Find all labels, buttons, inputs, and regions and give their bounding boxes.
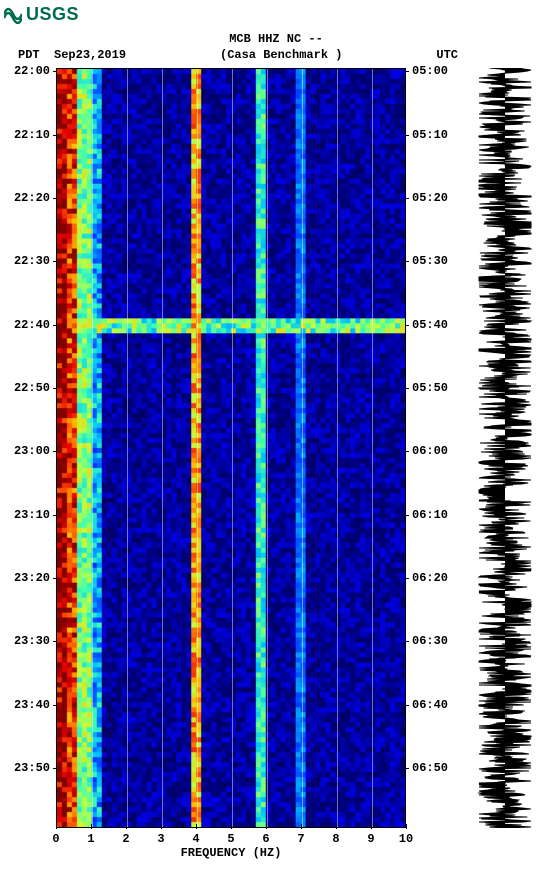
y-right-tick: 05:40 xyxy=(412,318,448,332)
gridline xyxy=(127,69,128,827)
y-right-tick: 06:00 xyxy=(412,444,448,458)
gridline xyxy=(162,69,163,827)
y-left-tick: 23:10 xyxy=(14,508,50,522)
y-right-tick: 05:50 xyxy=(412,381,448,395)
y-left-tick: 23:40 xyxy=(14,698,50,712)
y-left-tick: 22:10 xyxy=(14,128,50,142)
x-axis-label: FREQUENCY (HZ) xyxy=(56,846,406,860)
y-axis-left: 22:0022:1022:2022:3022:4022:5023:0023:10… xyxy=(4,68,52,828)
gridline xyxy=(267,69,268,827)
gridline xyxy=(337,69,338,827)
y-right-tick: 06:30 xyxy=(412,634,448,648)
gridline xyxy=(232,69,233,827)
y-right-tick: 06:50 xyxy=(412,761,448,775)
usgs-logo-text: USGS xyxy=(26,4,79,25)
gridline xyxy=(92,69,93,827)
y-right-tick: 05:20 xyxy=(412,191,448,205)
y-left-tick: 23:00 xyxy=(14,444,50,458)
x-tick: 1 xyxy=(87,832,94,846)
usgs-logo: USGS xyxy=(4,4,548,25)
right-tz: UTC xyxy=(436,48,458,62)
y-right-tick: 06:20 xyxy=(412,571,448,585)
y-left-tick: 23:20 xyxy=(14,571,50,585)
left-tz-date: PDT Sep23,2019 xyxy=(18,48,126,62)
y-right-tick: 06:40 xyxy=(412,698,448,712)
y-right-tick: 05:10 xyxy=(412,128,448,142)
waveform-panel xyxy=(474,68,536,828)
station-line: MCB HHZ NC -- xyxy=(4,33,548,46)
y-left-tick: 22:00 xyxy=(14,64,50,78)
y-right-tick: 06:10 xyxy=(412,508,448,522)
x-tick: 4 xyxy=(192,832,199,846)
y-right-tick: 05:00 xyxy=(412,64,448,78)
gridline xyxy=(372,69,373,827)
y-left-tick: 22:30 xyxy=(14,254,50,268)
plot-area: 22:0022:1022:2022:3022:4022:5023:0023:10… xyxy=(4,68,548,868)
usgs-wave-icon xyxy=(4,6,22,24)
y-left-tick: 23:30 xyxy=(14,634,50,648)
x-tick: 3 xyxy=(157,832,164,846)
y-left-tick: 22:50 xyxy=(14,381,50,395)
title-block: MCB HHZ NC -- xyxy=(4,33,548,46)
header-row: PDT Sep23,2019 (Casa Benchmark ) UTC xyxy=(4,48,548,62)
spectrogram-panel xyxy=(56,68,406,828)
y-right-tick: 05:30 xyxy=(412,254,448,268)
x-tick: 6 xyxy=(262,832,269,846)
x-tick: 0 xyxy=(52,832,59,846)
x-tick: 9 xyxy=(367,832,374,846)
x-axis: FREQUENCY (HZ) 012345678910 xyxy=(56,828,406,864)
gridline xyxy=(302,69,303,827)
x-tick: 5 xyxy=(227,832,234,846)
site-line: (Casa Benchmark ) xyxy=(220,48,342,62)
y-axis-right: 05:0005:1005:2005:3005:4005:5006:0006:10… xyxy=(410,68,458,828)
x-tick: 7 xyxy=(297,832,304,846)
y-left-tick: 22:20 xyxy=(14,191,50,205)
gridline xyxy=(197,69,198,827)
x-tick: 8 xyxy=(332,832,339,846)
x-tick: 10 xyxy=(399,832,413,846)
y-left-tick: 23:50 xyxy=(14,761,50,775)
x-tick: 2 xyxy=(122,832,129,846)
y-left-tick: 22:40 xyxy=(14,318,50,332)
